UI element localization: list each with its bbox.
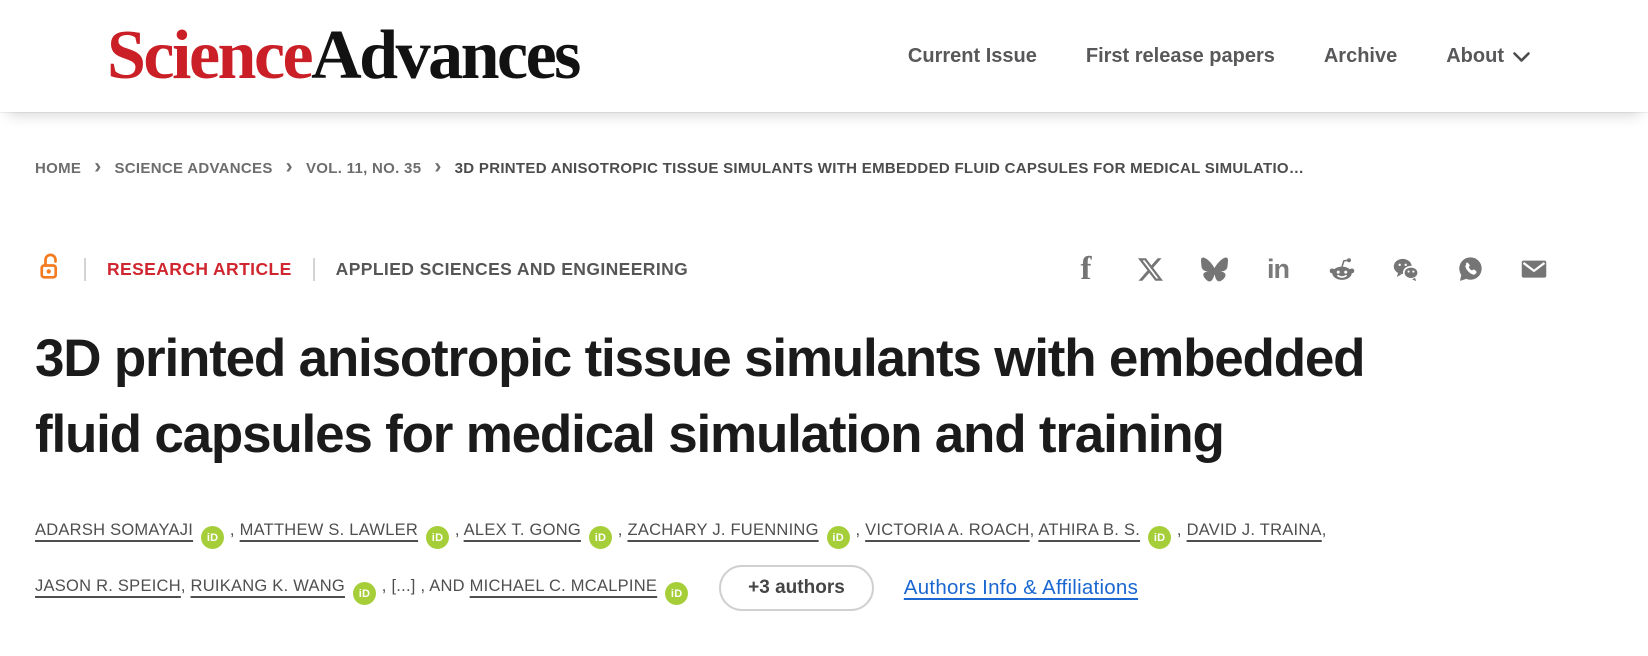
chevron-down-icon [1513,52,1530,63]
author-separator: , [180,576,191,595]
author-separator: , [1029,520,1039,539]
author-separator: , [450,520,464,539]
author-separator: , [612,520,628,539]
author-link[interactable]: MATTHEW S. LAWLER [239,520,419,539]
author-separator: , [1172,520,1187,539]
author-link[interactable]: JASON R. SPEICH [35,576,181,595]
breadcrumb-separator-icon: › [285,155,293,178]
author-link[interactable]: MICHAEL C. MCALPINE [469,576,658,595]
share-x-twitter-icon[interactable] [1136,255,1164,283]
orcid-icon[interactable]: iD [588,526,612,550]
open-access-icon [38,251,63,287]
author-link[interactable]: VICTORIA A. ROACH [865,520,1030,539]
share-reddit-icon[interactable] [1328,255,1356,283]
share-facebook-icon[interactable]: f [1080,250,1092,287]
breadcrumb: HOME › SCIENCE ADVANCES › VOL. 11, NO. 3… [0,112,1648,179]
authors-block: ADARSH SOMAYAJI iD , MATTHEW S. LAWLER iD … [35,515,1613,612]
breadcrumb-separator-icon: › [434,155,442,178]
orcid-icon[interactable]: iD [665,582,689,606]
breadcrumb-current-article: 3D PRINTED ANISOTROPIC TISSUE SIMULANTS … [454,160,1305,177]
author-separator: , [850,520,866,539]
breadcrumb-science-advances[interactable]: SCIENCE ADVANCES [114,160,273,177]
share-linkedin-icon[interactable]: in [1267,253,1290,284]
meta-divider [312,257,315,281]
author-link[interactable]: ADARSH SOMAYAJI [35,520,194,539]
author-separator: , [376,576,392,595]
orcid-icon[interactable]: iD [426,526,450,550]
orcid-icon[interactable]: iD [201,526,225,550]
article-meta-row: RESEARCH ARTICLE APPLIED SCIENCES AND EN… [0,251,1648,287]
authors-line-2-text: JASON R. SPEICH, RUIKANG K. WANG iD , [..… [35,571,689,606]
article-title: 3D printed anisotropic tissue simulants … [35,321,1613,473]
share-email-icon[interactable] [1520,255,1548,283]
nav-about-label: About [1446,44,1504,67]
nav-current-issue[interactable]: Current Issue [907,44,1037,67]
article-type-label: RESEARCH ARTICLE [107,258,292,279]
logo-advances-text: Advances [311,17,581,94]
author-separator: , [1321,520,1327,539]
authors-line-2: JASON R. SPEICH, RUIKANG K. WANG iD , [..… [35,565,1613,612]
nav-archive[interactable]: Archive [1323,44,1398,67]
author-link[interactable]: DAVID J. TRAINA [1186,520,1322,539]
authors-line-1: ADARSH SOMAYAJI iD , MATTHEW S. LAWLER iD … [35,515,1613,550]
share-wechat-icon[interactable] [1392,255,1420,283]
more-authors-button[interactable]: +3 authors [719,565,874,612]
share-toolbar: f in [1072,250,1548,287]
article-title-line-2: fluid capsules for medical simulation an… [35,404,1225,464]
orcid-icon[interactable]: iD [1148,526,1172,550]
authors-info-affiliations-link[interactable]: Authors Info & Affiliations [903,576,1139,600]
breadcrumb-volume-issue[interactable]: VOL. 11, NO. 35 [305,160,422,177]
main-nav: Current Issue First release papers Archi… [908,45,1530,68]
meta-divider [84,257,86,281]
author-link[interactable]: ATHIRA B. S. [1038,520,1141,539]
author-link[interactable]: ALEX T. GONG [463,520,581,539]
science-advances-logo[interactable]: ScienceAdvances [107,21,581,91]
author-separator: , [225,520,240,539]
orcid-icon[interactable]: iD [352,582,376,606]
author-link[interactable]: ZACHARY J. FUENNING [627,520,819,539]
share-bluesky-icon[interactable] [1200,255,1228,283]
article-category-label: APPLIED SCIENCES AND ENGINEERING [335,258,689,279]
nav-about[interactable]: About [1446,45,1530,68]
breadcrumb-home[interactable]: HOME [35,160,82,177]
breadcrumb-separator-icon: › [94,155,102,178]
author-separator: , AND [415,576,470,595]
logo-science-text: Science [107,17,314,94]
orcid-icon[interactable]: iD [826,526,850,550]
authors-ellipsis: [...] [391,576,416,595]
article-title-line-1: 3D printed anisotropic tissue simulants … [35,329,1366,388]
share-whatsapp-icon[interactable] [1456,255,1484,283]
author-link[interactable]: RUIKANG K. WANG [190,576,345,595]
nav-first-release-papers[interactable]: First release papers [1085,44,1275,67]
article-meta-labels: RESEARCH ARTICLE APPLIED SCIENCES AND EN… [38,251,688,287]
site-header: ScienceAdvances Current Issue First rele… [0,0,1648,112]
